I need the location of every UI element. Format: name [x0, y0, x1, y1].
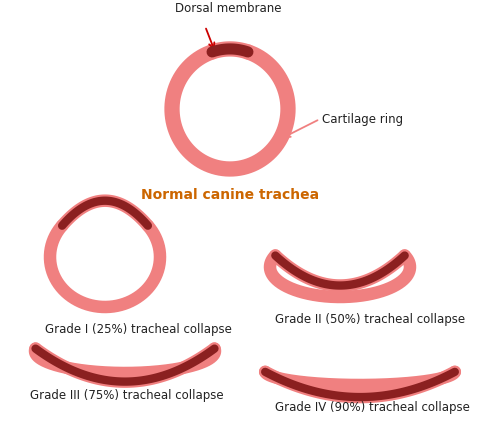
Text: Grade I (25%) tracheal collapse: Grade I (25%) tracheal collapse	[45, 322, 232, 335]
Text: Normal canine trachea: Normal canine trachea	[141, 187, 319, 202]
Text: Grade IV (90%) tracheal collapse: Grade IV (90%) tracheal collapse	[275, 400, 470, 413]
Text: Dorsal membrane: Dorsal membrane	[175, 2, 282, 15]
Text: Grade II (50%) tracheal collapse: Grade II (50%) tracheal collapse	[275, 312, 465, 325]
Text: Cartilage ring: Cartilage ring	[322, 113, 403, 126]
Text: Grade III (75%) tracheal collapse: Grade III (75%) tracheal collapse	[30, 388, 224, 401]
